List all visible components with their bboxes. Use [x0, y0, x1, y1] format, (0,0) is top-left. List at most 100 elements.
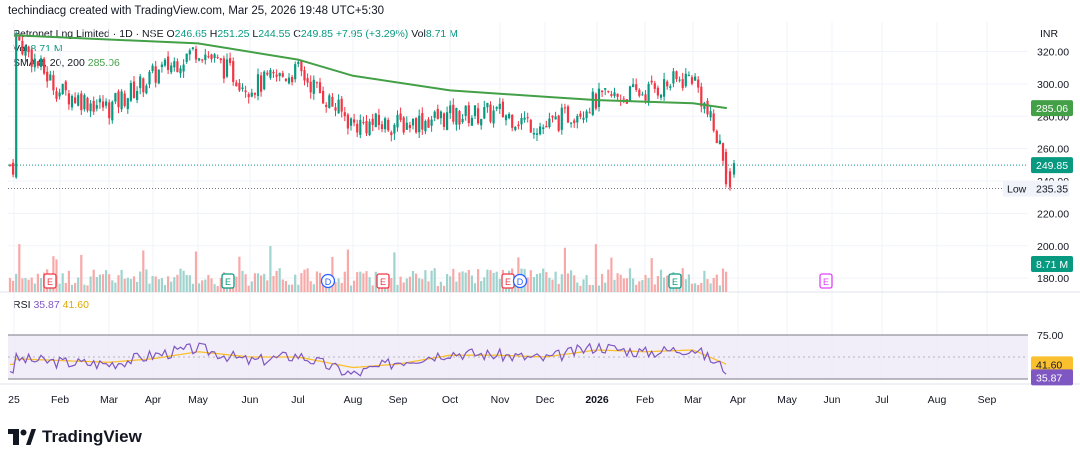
- candle-body: [706, 100, 709, 115]
- candle-body: [266, 72, 269, 75]
- candle-body: [732, 163, 736, 175]
- volume-bar: [604, 282, 607, 292]
- candle-body: [418, 115, 421, 133]
- dividend-marker: [320, 273, 336, 289]
- volume-bar: [142, 250, 145, 292]
- candle-body: [542, 127, 545, 130]
- candle-body: [483, 107, 486, 119]
- candle-body: [377, 114, 380, 126]
- volume-bar: [269, 246, 272, 292]
- volume-bar: [690, 283, 694, 292]
- volume-bar: [61, 273, 64, 292]
- candle-body: [616, 93, 619, 97]
- volume-bar: [458, 272, 461, 292]
- candle-body: [126, 98, 129, 110]
- volume-bar: [570, 270, 573, 292]
- candle-body: [92, 100, 95, 112]
- volume-bar: [622, 278, 625, 292]
- volume-bar: [160, 278, 163, 292]
- candle-body: [436, 108, 439, 120]
- candle-body: [526, 117, 529, 119]
- candle-body: [260, 75, 263, 92]
- candle-body: [517, 124, 520, 127]
- volume-bar: [480, 281, 483, 292]
- volume-bar: [67, 270, 70, 292]
- volume-bar: [278, 268, 281, 292]
- volume-bar: [322, 282, 325, 292]
- candle-body: [129, 82, 132, 101]
- volume-bar: [154, 276, 157, 292]
- event-marker-label: E: [505, 277, 511, 287]
- rsi-legend-label: RSI: [13, 299, 31, 311]
- volume-bar: [601, 274, 604, 292]
- x-tick-label: Dec: [536, 394, 555, 406]
- volume-bar: [157, 279, 160, 292]
- volume-bar: [526, 277, 529, 292]
- candle-body: [511, 114, 514, 128]
- volume-bar: [250, 281, 253, 292]
- candle-body: [229, 58, 232, 64]
- x-tick-label: 2026: [585, 394, 609, 406]
- volume-bar: [529, 270, 532, 292]
- earnings-marker: [376, 273, 390, 289]
- volume-bar: [585, 275, 588, 292]
- x-tick-label: 25: [8, 394, 20, 406]
- volume-bar: [123, 278, 126, 292]
- price-tick-label: 180.00: [1037, 273, 1069, 285]
- candle-body: [604, 88, 607, 90]
- volume-bar: [80, 254, 83, 292]
- candle-body: [529, 119, 532, 133]
- rsi-tick-label: 75.00: [1037, 330, 1063, 342]
- candle-body: [306, 78, 309, 83]
- candle-body: [675, 71, 678, 80]
- candle-body: [492, 110, 495, 124]
- rsi-legend[interactable]: RSI 35.87 41.60: [13, 299, 89, 311]
- dividend-marker: [512, 273, 528, 289]
- x-tick-label: Jun: [824, 394, 841, 406]
- volume-bar: [433, 268, 436, 292]
- volume-bar: [297, 284, 300, 292]
- candle-body: [108, 102, 111, 119]
- candle-body: [690, 77, 694, 84]
- volume-bar: [148, 283, 151, 292]
- candle-body: [191, 47, 194, 49]
- candle-body: [241, 87, 244, 90]
- volume-bar: [644, 274, 647, 292]
- volume-bar: [582, 279, 585, 292]
- volume-bar: [253, 273, 256, 292]
- candle-body: [380, 124, 384, 130]
- candle-body: [136, 90, 139, 100]
- candle-body: [430, 119, 433, 126]
- x-tick-label: Mar: [684, 394, 703, 406]
- candle-body: [39, 58, 43, 68]
- candle-body: [278, 72, 281, 77]
- volume-bar: [697, 284, 700, 292]
- candle-body: [222, 58, 225, 79]
- event-marker-label: E: [672, 277, 678, 287]
- earnings-marker: [668, 273, 682, 289]
- candle-body: [579, 113, 582, 117]
- last-price-badge-text: 249.85: [1036, 160, 1068, 172]
- volume-bar: [650, 258, 653, 292]
- event-marker-label: E: [823, 277, 829, 287]
- candle-body: [523, 117, 526, 120]
- earnings-marker: [221, 273, 235, 289]
- volume-bar: [647, 277, 650, 292]
- open-value: 246.65: [174, 28, 207, 40]
- volume-bar: [656, 275, 659, 292]
- volume-bar: [402, 282, 405, 292]
- candle-body: [728, 171, 732, 188]
- candle-body: [120, 91, 123, 110]
- close-value: 249.85: [300, 28, 333, 40]
- candle-body: [647, 83, 650, 103]
- volume-bar: [483, 277, 486, 292]
- volume-bar: [108, 274, 111, 292]
- rsi-ma-legend-value: 41.60: [62, 299, 89, 311]
- low-label: L: [252, 28, 259, 40]
- volume-bar: [260, 275, 263, 292]
- candle-body: [452, 104, 455, 122]
- currency-label[interactable]: INR: [1040, 28, 1059, 40]
- volume-bar: [635, 284, 638, 292]
